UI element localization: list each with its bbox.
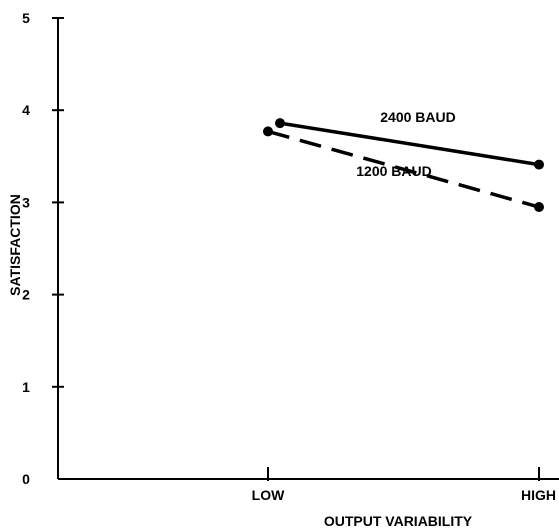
- data-point: [534, 202, 544, 213]
- y-tick-label: 0: [22, 471, 30, 487]
- x-ticks: LOW HIGH: [252, 467, 556, 503]
- y-tick-label: 1: [22, 379, 30, 395]
- x-tick-label: LOW: [252, 487, 285, 503]
- data-point: [263, 126, 273, 137]
- x-axis-label: OUTPUT VARIABILITY: [324, 513, 473, 529]
- series-group: 2400 BAUD 1200 BAUD: [263, 109, 544, 213]
- y-tick-label: 2: [22, 287, 30, 303]
- data-point: [275, 118, 285, 129]
- data-point: [534, 159, 544, 170]
- x-tick-label: HIGH: [521, 487, 556, 503]
- series-line: [267, 129, 540, 209]
- y-tick-label: 3: [22, 194, 30, 210]
- series-label: 2400 BAUD: [380, 109, 455, 125]
- y-tick-label: 4: [22, 102, 30, 118]
- y-tick-label: 5: [22, 10, 30, 26]
- y-axis-label: SATISFACTION: [7, 194, 23, 296]
- y-ticks: 0 1 2 3 4 5: [22, 10, 64, 487]
- series-label: 1200 BAUD: [356, 163, 431, 179]
- series-line: [279, 121, 540, 167]
